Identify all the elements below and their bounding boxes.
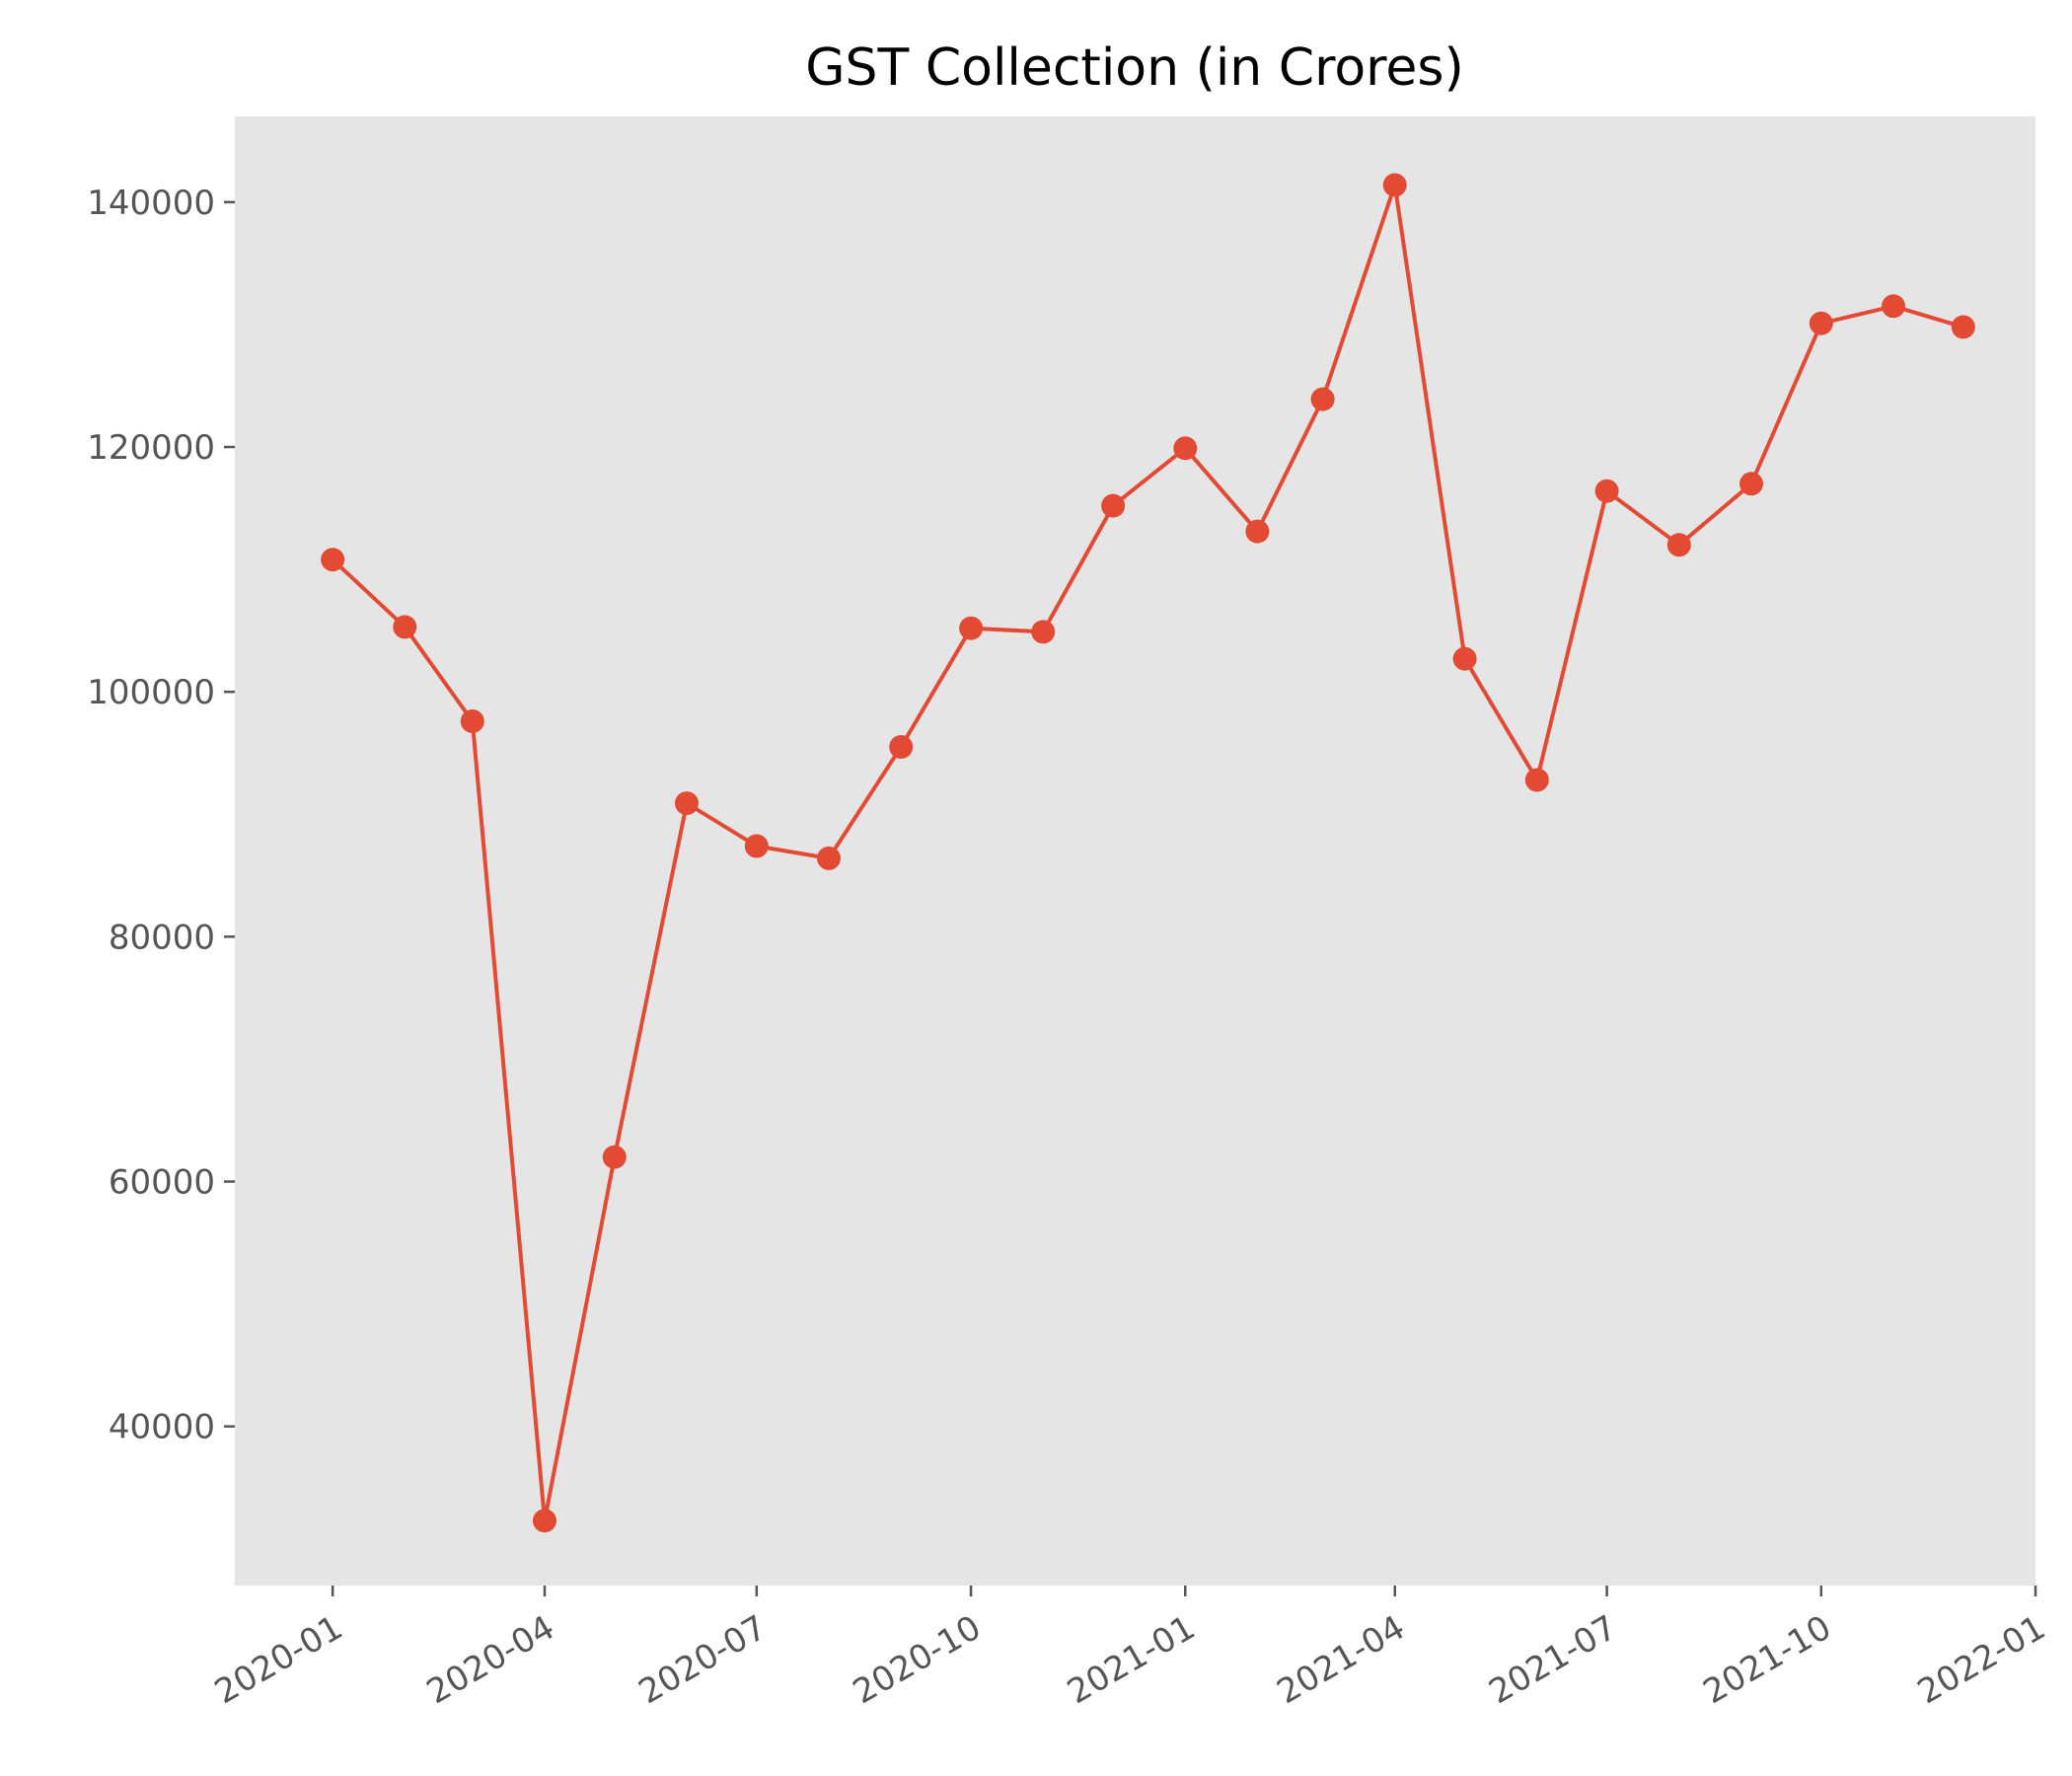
data-point xyxy=(1173,436,1198,461)
plot-area xyxy=(235,116,2035,1586)
y-tick-label: 80000 xyxy=(109,918,215,957)
y-tick-label: 140000 xyxy=(87,184,215,223)
data-point xyxy=(460,709,484,733)
data-point xyxy=(602,1145,627,1169)
data-point xyxy=(889,735,914,759)
y-tick-label: 100000 xyxy=(87,673,215,712)
chart-title: GST Collection (in Crores) xyxy=(805,38,1464,98)
data-point xyxy=(1882,294,1905,319)
data-point xyxy=(1809,311,1833,335)
y-tick-label: 120000 xyxy=(87,428,215,468)
data-point xyxy=(1452,646,1477,671)
data-point xyxy=(393,615,417,639)
data-point xyxy=(1382,173,1407,197)
data-point xyxy=(1666,533,1691,557)
data-point xyxy=(533,1509,556,1533)
y-tick-label: 60000 xyxy=(109,1163,215,1203)
data-point xyxy=(1245,519,1270,544)
data-point xyxy=(1594,479,1619,503)
data-point xyxy=(959,616,984,640)
series-line xyxy=(331,183,1964,1523)
data-point xyxy=(675,791,699,816)
data-point xyxy=(1031,620,1056,644)
series-layer xyxy=(321,173,1975,1533)
data-point xyxy=(1951,315,1975,339)
data-point xyxy=(1310,387,1335,411)
data-point xyxy=(1524,768,1549,792)
y-tick-label: 40000 xyxy=(109,1408,215,1447)
y-axis: 40000 60000 80000 100000 120000 140000 xyxy=(87,184,235,1447)
data-point xyxy=(817,846,841,870)
data-point xyxy=(321,548,345,572)
data-point xyxy=(744,834,769,858)
data-point xyxy=(1739,472,1763,496)
data-point xyxy=(1101,493,1126,518)
